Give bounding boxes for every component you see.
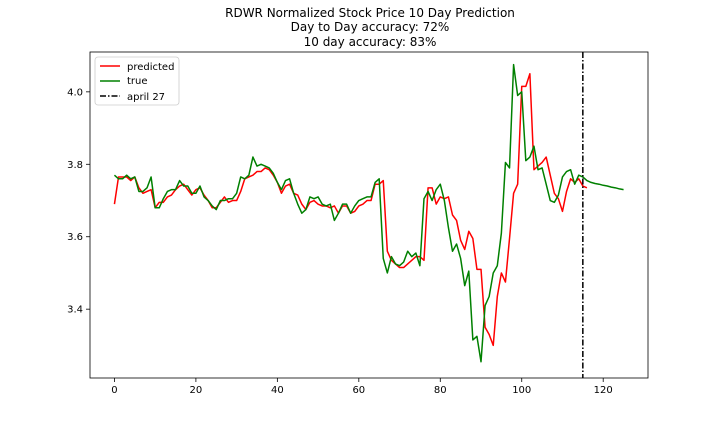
x-tick-label: 0 <box>111 385 117 396</box>
y-tick-label: 3.4 <box>67 305 83 316</box>
x-tick-label: 40 <box>271 385 284 396</box>
x-tick-label: 60 <box>352 385 365 396</box>
series-line-true <box>113 63 624 363</box>
legend: predicted true april 27 <box>94 56 180 106</box>
y-axis: 3.4 3.6 3.8 4.0 <box>67 87 90 316</box>
legend-label-april-27: april 27 <box>127 92 165 103</box>
y-tick-label: 3.6 <box>67 232 83 243</box>
x-tick-label: 80 <box>434 385 447 396</box>
x-tick-label: 20 <box>190 385 203 396</box>
legend-box <box>94 56 180 106</box>
legend-label-predicted: predicted <box>127 62 174 73</box>
y-tick-label: 4.0 <box>67 87 83 98</box>
chart-title-line-2: Day to Day accuracy: 72% <box>291 20 450 34</box>
plot-area <box>113 52 624 378</box>
x-tick-label: 100 <box>512 385 531 396</box>
chart-title-line-1: RDWR Normalized Stock Price 10 Day Predi… <box>225 6 515 20</box>
axes-frame <box>89 51 649 379</box>
chart-title-line-3: 10 day accuracy: 83% <box>304 35 437 49</box>
legend-label-true: true <box>127 76 148 87</box>
x-tick-label: 120 <box>594 385 613 396</box>
x-axis: 0 20 40 60 80 100 120 <box>111 378 613 396</box>
y-tick-label: 3.8 <box>67 160 83 171</box>
